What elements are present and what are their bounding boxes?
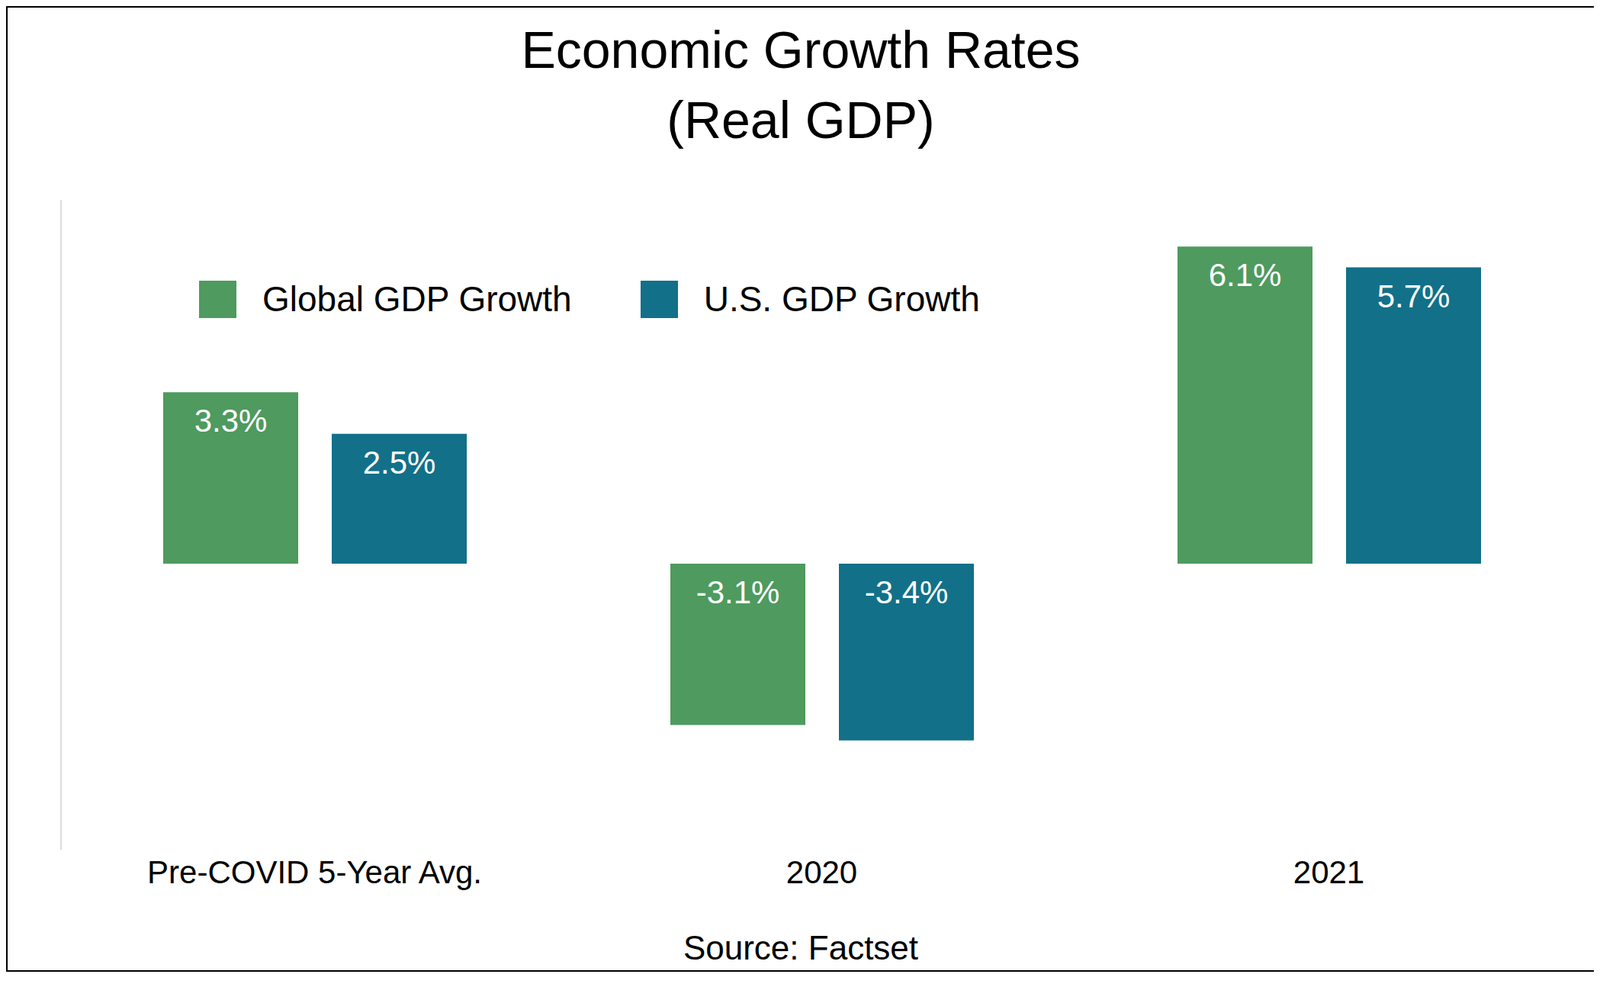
svg-text:6.1%: 6.1% [1208, 257, 1282, 293]
svg-text:2021: 2021 [1293, 854, 1365, 890]
html-text:Source: Factset: Source: Factset [683, 928, 919, 967]
html-text:Global GDP Growth: Global GDP Growth [262, 279, 572, 319]
svg-text:-3.1%: -3.1% [696, 574, 781, 611]
html-text:Economic Growth Rates: Economic Growth Rates [521, 20, 1081, 79]
html-text:U.S. GDP Growth: U.S. GDP Growth [703, 279, 980, 319]
svg-text:-3.4%: -3.4% [864, 574, 949, 611]
html-text:(Real GDP): (Real GDP) [666, 90, 935, 149]
svg-text:2.5%: 2.5% [363, 444, 437, 481]
svg-text:Pre-COVID 5-Year Avg.: Pre-COVID 5-Year Avg. [147, 854, 482, 890]
svg-text:5.7%: 5.7% [1377, 278, 1451, 315]
svg-text:2020: 2020 [786, 854, 858, 890]
svg-text:3.3%: 3.3% [194, 402, 268, 439]
